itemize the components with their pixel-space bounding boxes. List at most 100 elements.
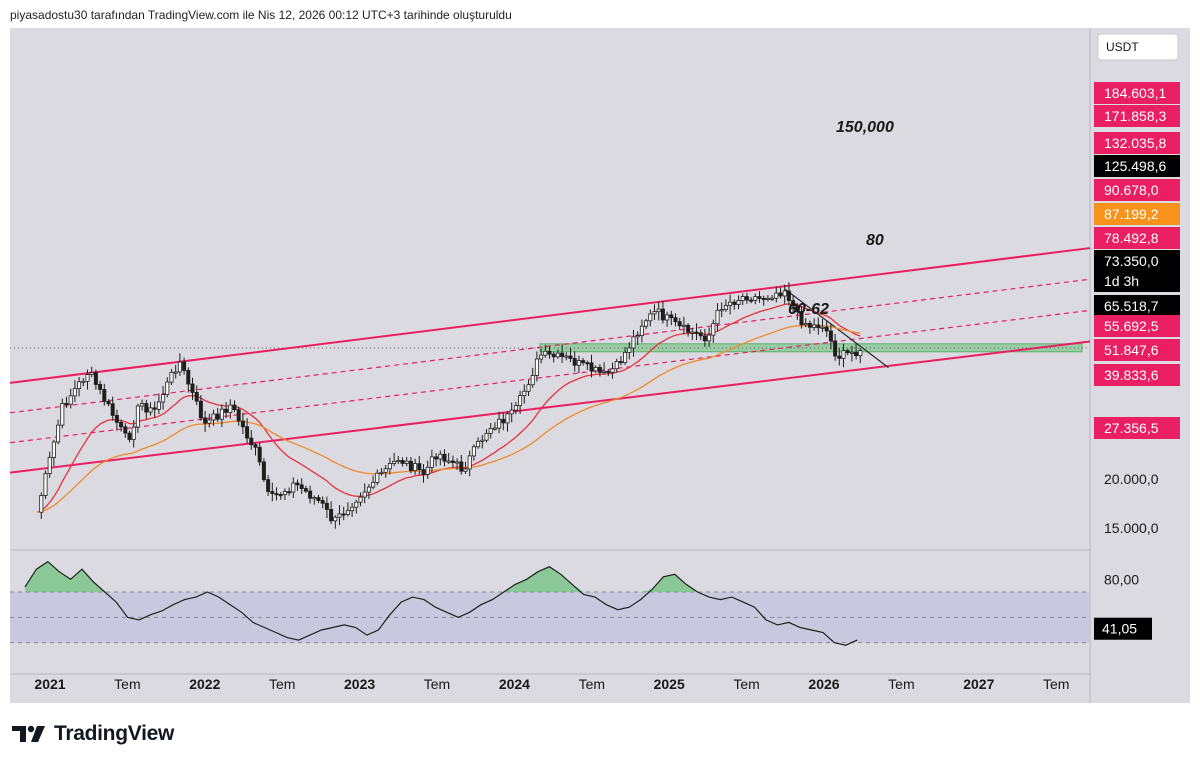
price-tag-5[interactable]: 90.678,0 <box>1104 182 1159 198</box>
candle-up[interactable] <box>387 463 392 470</box>
tradingview-logo[interactable]: TradingView <box>12 722 174 746</box>
price-chart[interactable]: 150,000 80 60-62 80,00 41,05 2021 Tem 2022 Tem… <box>9 28 1190 703</box>
candle-up[interactable] <box>564 355 569 358</box>
candle-up[interactable] <box>858 350 863 357</box>
candle-up[interactable] <box>177 361 182 373</box>
candle-up[interactable] <box>518 395 523 407</box>
candle-up[interactable] <box>782 290 787 297</box>
candle-down[interactable] <box>324 502 329 510</box>
candle-down[interactable] <box>786 290 791 301</box>
candle-up[interactable] <box>610 368 615 373</box>
candle-down[interactable] <box>698 332 703 337</box>
candle-up[interactable] <box>43 473 48 496</box>
candle-up[interactable] <box>345 510 350 515</box>
candle-down[interactable] <box>833 340 838 357</box>
candle-down[interactable] <box>152 407 157 410</box>
candle-up[interactable] <box>211 413 216 421</box>
candle-up[interactable] <box>513 405 518 411</box>
candle-down[interactable] <box>551 353 556 358</box>
candle-up[interactable] <box>707 334 712 342</box>
price-tag-10[interactable]: 65.518,7 <box>1104 298 1159 314</box>
candle-down[interactable] <box>560 352 565 357</box>
candle-down[interactable] <box>581 360 586 364</box>
candle-up[interactable] <box>362 491 367 498</box>
candle-up[interactable] <box>509 409 514 415</box>
candle-down[interactable] <box>320 500 325 504</box>
candle-up[interactable] <box>526 384 531 392</box>
candle-up[interactable] <box>446 460 451 463</box>
candle-down[interactable] <box>295 482 300 486</box>
candle-up[interactable] <box>173 371 178 374</box>
candle-down[interactable] <box>673 317 678 323</box>
candle-down[interactable] <box>203 417 208 424</box>
price-tag-4[interactable]: 125.498,6 <box>1104 158 1166 174</box>
candle-up[interactable] <box>635 335 640 338</box>
candle-down[interactable] <box>597 366 602 373</box>
candle-up[interactable] <box>312 497 317 500</box>
candle-up[interactable] <box>467 455 472 470</box>
candle-up[interactable] <box>812 324 817 328</box>
candle-up[interactable] <box>68 395 73 405</box>
candle-up[interactable] <box>644 320 649 327</box>
rsi-line[interactable] <box>24 560 858 646</box>
candle-up[interactable] <box>497 418 502 429</box>
price-tag-6[interactable]: 87.199,2 <box>1104 206 1159 222</box>
candle-down[interactable] <box>329 509 334 522</box>
candle-down[interactable] <box>261 461 266 481</box>
candle-up[interactable] <box>47 457 52 474</box>
support-zone[interactable] <box>539 343 1083 353</box>
candle-down[interactable] <box>694 331 699 334</box>
candle-up[interactable] <box>736 300 741 305</box>
candle-down[interactable] <box>253 444 258 448</box>
candle-up[interactable] <box>534 358 539 376</box>
candle-up[interactable] <box>774 292 779 299</box>
candle-down[interactable] <box>618 361 623 364</box>
price-tag-12[interactable]: 51.847,6 <box>1104 342 1159 358</box>
candle-up[interactable] <box>715 309 720 325</box>
candle-up[interactable] <box>728 301 733 306</box>
candle-down[interactable] <box>114 415 119 423</box>
candle-up[interactable] <box>425 466 430 475</box>
price-tag-2[interactable]: 171.858,3 <box>1104 108 1166 124</box>
candle-up[interactable] <box>480 439 485 442</box>
candle-down[interactable] <box>198 400 203 419</box>
candle-down[interactable] <box>421 469 426 475</box>
candle-down[interactable] <box>660 308 665 321</box>
candle-up[interactable] <box>539 354 544 360</box>
candle-down[interactable] <box>144 403 149 413</box>
candle-down[interactable] <box>828 330 833 342</box>
candle-down[interactable] <box>686 324 691 333</box>
candle-down[interactable] <box>417 463 422 471</box>
candle-up[interactable] <box>379 471 384 474</box>
candle-down[interactable] <box>744 296 749 301</box>
candle-down[interactable] <box>182 361 187 371</box>
candle-down[interactable] <box>215 413 220 420</box>
candle-up[interactable] <box>463 468 468 472</box>
candle-down[interactable] <box>249 437 254 446</box>
candle-up[interactable] <box>371 481 376 488</box>
candle-down[interactable] <box>186 370 191 385</box>
candle-down[interactable] <box>110 403 115 416</box>
candle-down[interactable] <box>778 292 783 297</box>
candle-down[interactable] <box>408 460 413 472</box>
price-tag-7[interactable]: 78.492,8 <box>1104 230 1159 246</box>
candle-up[interactable] <box>719 309 724 312</box>
candle-up[interactable] <box>488 428 493 434</box>
channel-mid-line-1[interactable] <box>9 309 1091 444</box>
candle-down[interactable] <box>119 421 124 428</box>
candle-up[interactable] <box>429 456 434 468</box>
candle-up[interactable] <box>85 374 90 382</box>
candle-up[interactable] <box>56 424 61 443</box>
candle-up[interactable] <box>648 313 653 322</box>
candle-up[interactable] <box>820 326 825 329</box>
candle-up[interactable] <box>492 427 497 430</box>
currency-badge[interactable] <box>1097 33 1179 61</box>
candle-down[interactable] <box>459 461 464 472</box>
candle-down[interactable] <box>606 370 611 373</box>
candle-up[interactable] <box>291 482 296 493</box>
candle-up[interactable] <box>383 468 388 473</box>
candle-down[interactable] <box>795 305 800 312</box>
channel-upper-line[interactable] <box>9 247 1091 384</box>
candle-up[interactable] <box>135 405 140 428</box>
candle-up[interactable] <box>614 361 619 370</box>
